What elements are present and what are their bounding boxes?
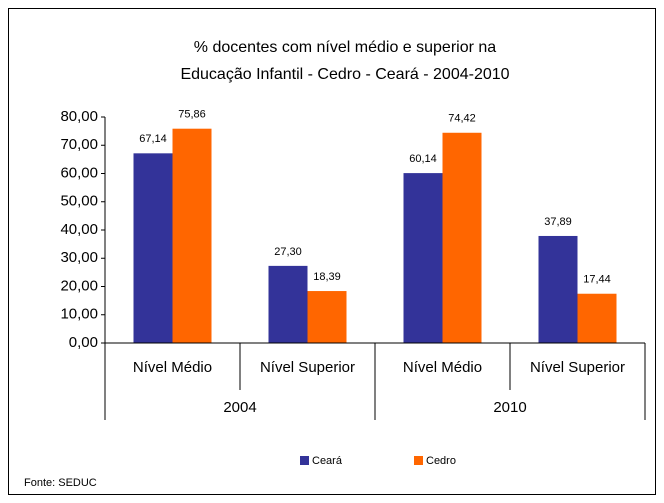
x-tick-label: Nível Superior [530, 359, 625, 376]
data-label: 17,44 [583, 274, 611, 286]
data-label: 18,39 [313, 271, 341, 283]
y-tick-label: 30,00 [60, 249, 98, 266]
bar [268, 265, 308, 343]
bar [538, 235, 578, 343]
y-tick-label: 70,00 [60, 136, 98, 153]
x-tick-label: Nível Médio [133, 359, 212, 376]
x-tick-label: Nível Médio [403, 359, 482, 376]
y-tick-label: 80,00 [60, 108, 98, 125]
legend-swatch [300, 456, 309, 465]
chart-subtitle: Educação Infantil - Cedro - Ceará - 2004… [180, 66, 509, 83]
y-tick-label: 0,00 [69, 334, 98, 351]
data-label: 60,14 [409, 153, 437, 165]
data-label: 74,42 [448, 113, 476, 125]
y-tick-label: 50,00 [60, 193, 98, 210]
group-label: 2004 [223, 399, 256, 416]
bar [307, 291, 347, 343]
data-label: 37,89 [544, 216, 572, 228]
data-label: 75,86 [178, 109, 206, 121]
bar [442, 132, 482, 343]
y-tick-label: 10,00 [60, 306, 98, 323]
group-label: 2010 [493, 399, 526, 416]
bar [577, 293, 617, 343]
chart-title: % docentes com nível médio e superior na [194, 39, 496, 56]
data-label: 67,14 [139, 133, 167, 145]
bar [133, 153, 173, 343]
x-tick-label: Nível Superior [260, 359, 355, 376]
bar [403, 173, 443, 343]
legend-label: Cedro [426, 455, 456, 467]
data-label: 27,30 [274, 246, 302, 258]
legend-swatch [414, 456, 423, 465]
legend-label: Ceará [312, 455, 343, 467]
y-tick-label: 40,00 [60, 221, 98, 238]
y-tick-label: 20,00 [60, 277, 98, 294]
source-note: Fonte: SEDUC [24, 477, 97, 489]
y-tick-label: 60,00 [60, 164, 98, 181]
bar [172, 128, 212, 343]
